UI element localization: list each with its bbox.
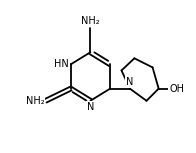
- Text: HN: HN: [54, 59, 69, 69]
- Text: NH₂: NH₂: [81, 17, 100, 26]
- Text: NH₂: NH₂: [25, 96, 44, 106]
- Text: N: N: [126, 77, 133, 87]
- Text: N: N: [87, 102, 94, 112]
- Text: OH: OH: [169, 84, 184, 94]
